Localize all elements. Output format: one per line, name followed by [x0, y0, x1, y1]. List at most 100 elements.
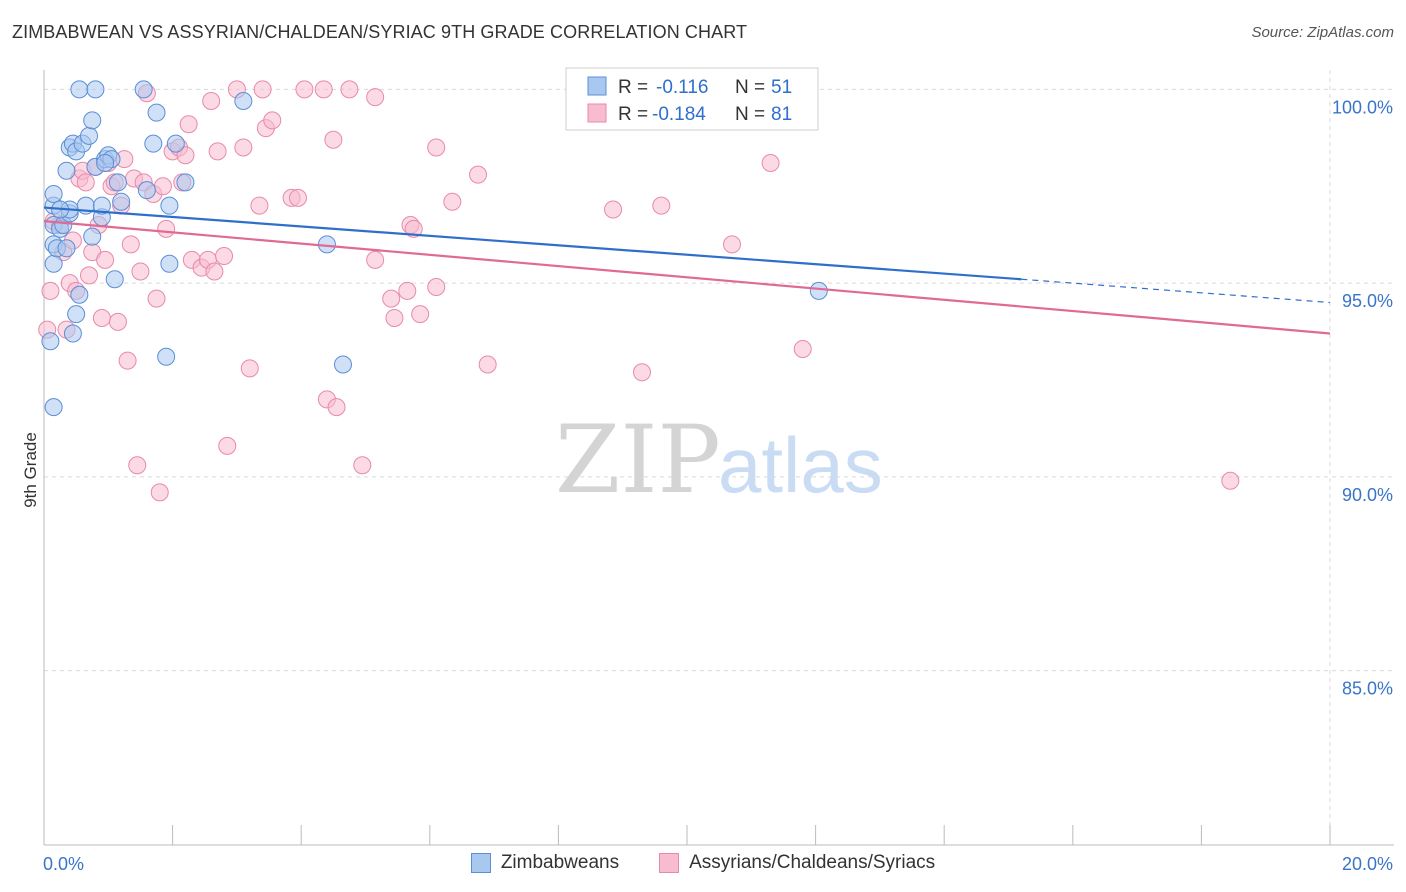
- zimbabweans-point: [67, 305, 86, 324]
- assyrians-point: [253, 80, 272, 99]
- zimbabweans-point: [157, 347, 176, 366]
- assyrians-point: [398, 281, 417, 300]
- zimbabweans-point: [234, 92, 253, 110]
- y-tick-label: 100.0%: [1332, 97, 1393, 117]
- assyrians-point: [108, 312, 127, 331]
- zimbabweans-point: [160, 196, 179, 215]
- legend-swatch-pink: [587, 103, 607, 123]
- legend-r-label-1: R =: [618, 77, 648, 98]
- assyrians-point: [202, 92, 221, 110]
- zimbabweans-point: [108, 173, 127, 192]
- assyrians-point: [205, 262, 224, 281]
- assyrians-point: [469, 165, 488, 184]
- assyrians-point: [604, 200, 623, 219]
- assyrians-point: [632, 363, 651, 382]
- zimbabweans-point: [176, 173, 195, 192]
- y-tick-label: 90.0%: [1342, 485, 1393, 505]
- assyrians-point: [96, 250, 115, 269]
- assyrians-point: [150, 483, 169, 502]
- source-label: Source: ZipAtlas.com: [1251, 24, 1394, 41]
- legend-n-value-2: 81: [771, 104, 792, 125]
- zimbabweans-point: [96, 154, 115, 172]
- y-axis-label: 9th Grade: [21, 432, 40, 508]
- assyrians-point: [41, 281, 60, 300]
- series-legend: Zimbabweans Assyrians/Chaldeans/Syriacs: [0, 852, 1406, 874]
- assyrians-point: [131, 262, 150, 281]
- zimbabweans-point: [80, 126, 99, 145]
- zimbabweans-point: [86, 80, 105, 99]
- zimbabweans-point: [166, 134, 185, 153]
- trend-line-zimbabweans: [43, 206, 1022, 281]
- y-tick-label: 85.0%: [1342, 679, 1393, 699]
- assyrians-point: [157, 219, 176, 238]
- assyrians-point: [215, 247, 234, 265]
- zimbabweans-point: [144, 134, 163, 153]
- assyrians-point: [179, 115, 198, 134]
- legend-swatch-zimbabweans: [470, 853, 491, 873]
- legend-item-assyrians: Assyrians/Chaldeans/Syriacs: [659, 852, 935, 874]
- trend-line-zimbabweans-extension: [1021, 278, 1331, 304]
- assyrians-point: [366, 88, 385, 107]
- legend-swatch-assyrians: [659, 853, 680, 873]
- watermark-zip: ZIP: [555, 406, 721, 515]
- zimbabweans-point: [809, 281, 828, 300]
- zimbabweans-point: [134, 80, 153, 99]
- zimbabweans-point: [70, 285, 89, 304]
- x-tick-labels: 0.0% 20.0%: [43, 854, 1393, 874]
- assyrians-point: [176, 146, 195, 165]
- zimbabweans-point: [44, 398, 63, 417]
- zimbabweans-point: [44, 254, 63, 273]
- assyrians-point: [324, 130, 343, 149]
- assyrians-point: [793, 340, 812, 358]
- watermark: ZIP atlas: [555, 406, 883, 515]
- zimbabweans-point: [333, 355, 352, 374]
- assyrians-point: [761, 154, 780, 172]
- assyrians-point: [80, 266, 99, 285]
- zimbabweans-point: [57, 239, 76, 258]
- zimbabweans-point: [63, 324, 82, 343]
- assyrians-point: [366, 250, 385, 269]
- zimbabweans-point: [92, 196, 111, 215]
- assyrians-point: [382, 289, 401, 308]
- series-zimbabweans-points: [41, 80, 828, 417]
- zimbabweans-point: [112, 192, 131, 211]
- assyrians-point: [92, 309, 111, 327]
- assyrians-point: [385, 309, 404, 327]
- assyrians-point: [652, 196, 671, 215]
- watermark-atlas: atlas: [718, 421, 883, 509]
- trend-lines: [43, 206, 1331, 335]
- assyrians-point: [723, 235, 742, 254]
- legend-n-value-1: 51: [771, 77, 792, 98]
- assyrians-point: [427, 278, 446, 296]
- y-tick-labels: 85.0% 90.0% 95.0% 100.0%: [1332, 97, 1393, 698]
- assyrians-point: [478, 355, 497, 374]
- assyrians-point: [295, 80, 314, 99]
- legend-swatch-blue: [587, 76, 607, 96]
- legend-r-value-2: -0.184: [652, 104, 706, 125]
- zimbabweans-point: [147, 103, 166, 122]
- zimbabweans-point: [41, 332, 60, 351]
- legend-item-zimbabweans: Zimbabweans: [470, 852, 620, 874]
- zimbabweans-point: [70, 80, 89, 99]
- zimbabweans-point: [83, 111, 102, 130]
- y-tick-label: 95.0%: [1342, 291, 1393, 311]
- legend-label-zimbabweans: Zimbabweans: [500, 852, 620, 873]
- legend-n-label-2: N =: [735, 104, 765, 125]
- x-tick-label-start: 0.0%: [43, 854, 84, 874]
- legend-n-label-1: N =: [735, 77, 765, 98]
- assyrians-point: [218, 436, 237, 455]
- assyrians-point: [288, 188, 307, 207]
- chart-title: ZIMBABWEAN VS ASSYRIAN/CHALDEAN/SYRIAC 9…: [12, 22, 748, 42]
- trend-line-assyrians: [43, 220, 1331, 335]
- assyrians-point: [208, 142, 227, 161]
- axes: [43, 70, 1394, 846]
- assyrians-point: [327, 398, 346, 417]
- assyrians-point: [411, 305, 430, 324]
- assyrians-point: [153, 177, 172, 196]
- x-tick-label-end: 20.0%: [1342, 854, 1393, 874]
- assyrians-point: [263, 111, 282, 130]
- zimbabweans-point: [44, 185, 63, 203]
- zimbabweans-point: [83, 227, 102, 246]
- assyrians-point: [353, 456, 372, 475]
